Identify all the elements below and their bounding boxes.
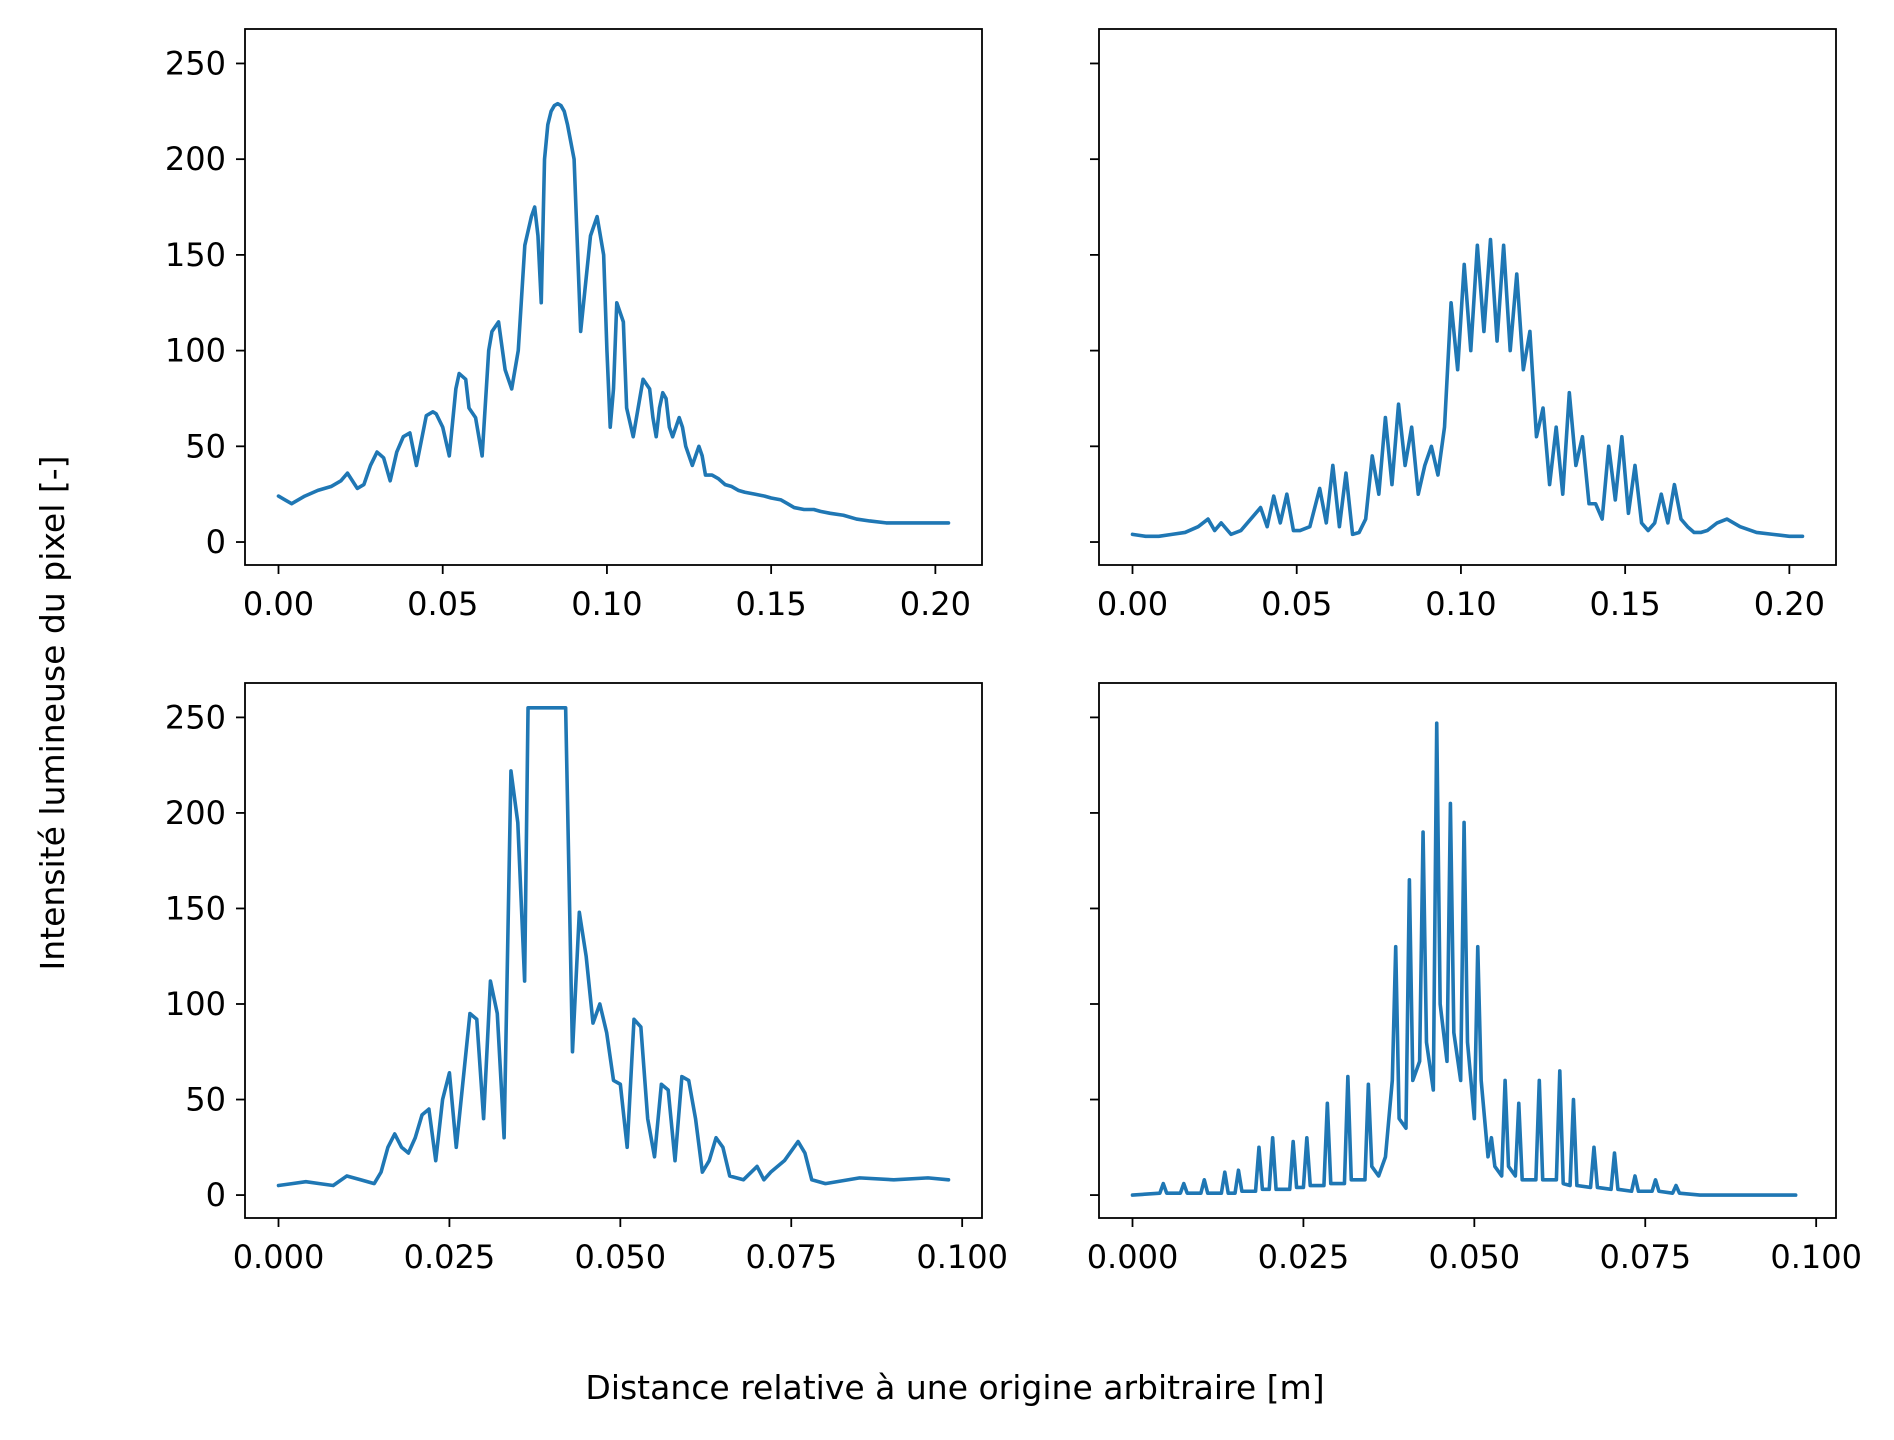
panel-bottom-right: 0.000 0.025 0.050 0.075 0.100 <box>1087 682 1862 1276</box>
y-tick-label: 250 <box>165 698 226 736</box>
x-tick-label: 0.00 <box>243 585 314 623</box>
x-tick-label: 0.025 <box>1258 1238 1350 1276</box>
series-line <box>276 101 951 525</box>
x-tick-label: 0.10 <box>571 585 642 623</box>
x-tick-label: 0.100 <box>1770 1238 1862 1276</box>
x-tick-label: 0.00 <box>1097 585 1168 623</box>
x-tick-label: 0.05 <box>1261 585 1332 623</box>
x-tick-label: 0.20 <box>900 585 971 623</box>
x-tick-label: 0.050 <box>575 1238 667 1276</box>
y-tick-label: 50 <box>185 1081 226 1119</box>
x-tick-label: 0.15 <box>1590 585 1661 623</box>
series-line <box>1130 721 1798 1197</box>
x-tick-label: 0.075 <box>1599 1238 1691 1276</box>
panel-top-right: 0.00 0.05 0.10 0.15 0.20 <box>1090 28 1837 623</box>
x-tick-label: 0.10 <box>1425 585 1496 623</box>
figure-ylabel: Intensité lumineuse du pixel [-] <box>33 455 72 970</box>
x-tick-label: 0.05 <box>407 585 478 623</box>
axes-frame <box>244 28 983 566</box>
y-tick-label: 0 <box>206 523 226 561</box>
x-tick-label: 0.075 <box>745 1238 837 1276</box>
y-tick-label: 0 <box>206 1176 226 1214</box>
y-tick-label: 150 <box>165 236 226 274</box>
x-tick-label: 0.025 <box>404 1238 496 1276</box>
x-tick-label: 0.15 <box>736 585 807 623</box>
y-tick-label: 150 <box>165 889 226 927</box>
y-tick-label: 50 <box>185 427 226 465</box>
x-tick-label: 0.20 <box>1754 585 1825 623</box>
axes-frame <box>1098 682 1837 1219</box>
x-tick-label: 0.000 <box>1087 1238 1179 1276</box>
series-line <box>1130 237 1805 539</box>
x-tick-label: 0.050 <box>1429 1238 1521 1276</box>
y-tick-label: 100 <box>165 985 226 1023</box>
series-line <box>276 706 951 1188</box>
y-tick-label: 250 <box>165 44 226 82</box>
y-tick-label: 100 <box>165 332 226 370</box>
panel-bottom-left: 0.000 0.025 0.050 0.075 0.100 0 50 100 150 200 250 <box>165 682 1008 1276</box>
figure-xlabel: Distance relative à une origine arbitrai… <box>585 1368 1324 1407</box>
x-tick-label: 0.100 <box>916 1238 1008 1276</box>
y-tick-label: 200 <box>165 794 226 832</box>
axes-frame <box>1098 28 1837 566</box>
panel-top-left: 0.00 0.05 0.10 0.15 0.20 0 50 100 150 200 250 <box>165 28 983 623</box>
axes-frame <box>244 682 983 1219</box>
y-tick-label: 200 <box>165 140 226 178</box>
x-tick-label: 0.000 <box>233 1238 325 1276</box>
